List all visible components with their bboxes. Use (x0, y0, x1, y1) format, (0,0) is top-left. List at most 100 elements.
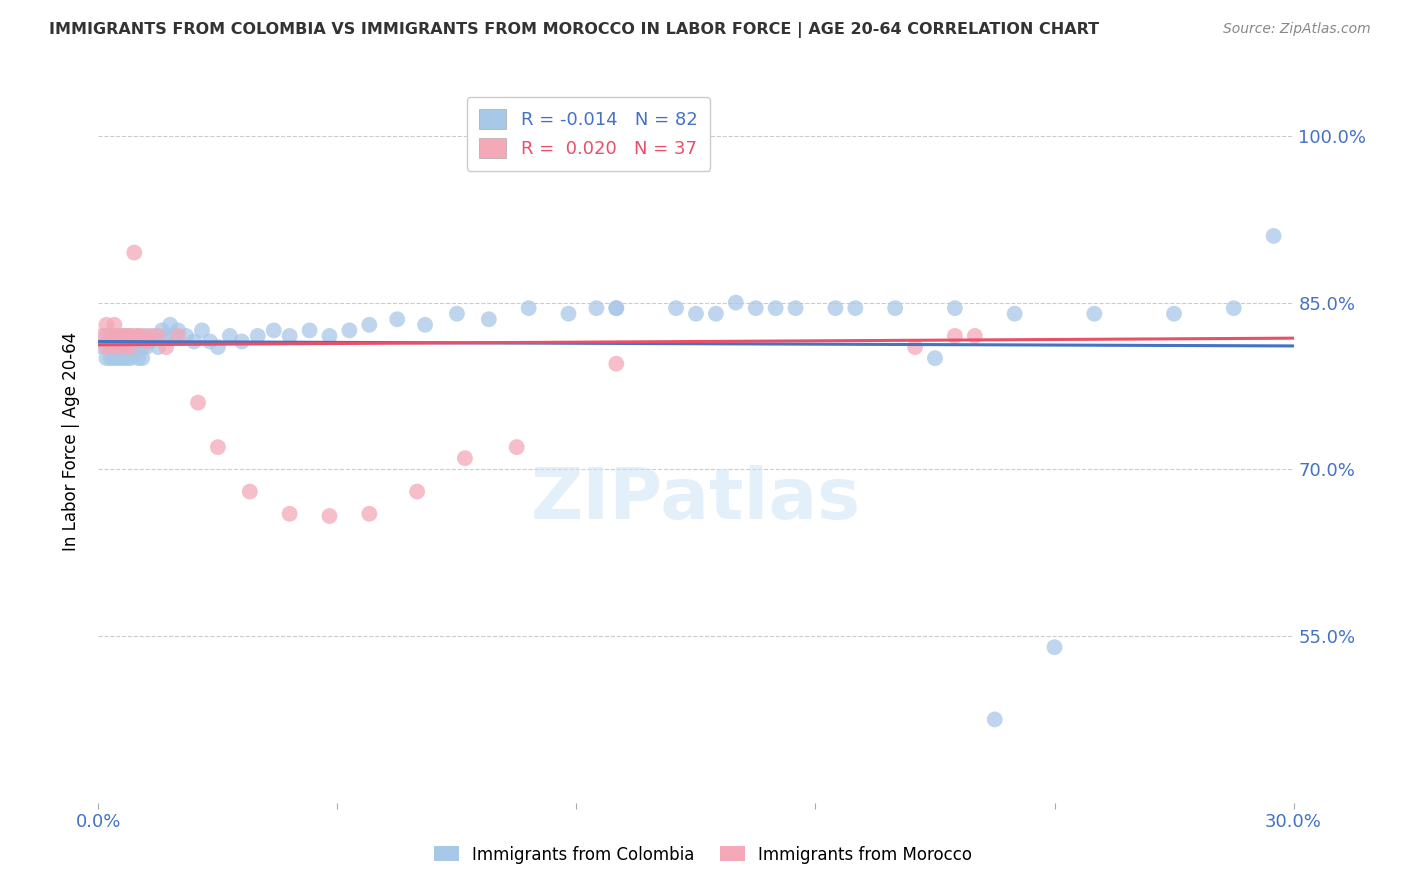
Point (135, 329, 157, 343)
Point (704, 307, 727, 321)
Point (385, 312, 409, 326)
Point (111, 329, 134, 343)
Point (148, 329, 170, 343)
Legend: R = -0.014   N = 82, R =  0.020   N = 37: R = -0.014 N = 82, R = 0.020 N = 37 (467, 96, 710, 170)
Point (191, 323, 214, 337)
Point (115, 340, 138, 354)
Point (98, 340, 122, 354)
Point (163, 329, 186, 343)
Point (359, 507, 381, 521)
Point (246, 329, 269, 343)
Point (98, 329, 122, 343)
Point (963, 329, 986, 343)
Point (943, 301, 966, 315)
Point (231, 334, 253, 349)
Point (124, 340, 146, 354)
Point (115, 334, 138, 349)
Point (124, 329, 146, 343)
Point (98, 334, 122, 349)
Point (127, 329, 149, 343)
Point (91, 329, 114, 343)
Point (120, 340, 142, 354)
Point (155, 340, 177, 354)
Point (665, 301, 688, 315)
Point (183, 334, 205, 349)
Point (626, 128, 648, 143)
Point (96, 318, 118, 332)
Point (139, 334, 162, 349)
Point (96, 329, 118, 343)
Point (91, 340, 114, 354)
Point (605, 357, 627, 371)
Point (131, 340, 153, 354)
Point (413, 318, 436, 332)
Point (127, 351, 149, 366)
Point (115, 329, 138, 343)
Point (148, 340, 170, 354)
Point (1083, 307, 1105, 321)
Point (844, 301, 866, 315)
Point (98, 351, 122, 366)
Point (724, 295, 747, 310)
Point (120, 329, 142, 343)
Point (111, 329, 134, 343)
Point (478, 312, 501, 326)
Point (943, 329, 966, 343)
Point (263, 323, 285, 337)
Point (107, 345, 129, 359)
Point (198, 334, 221, 349)
Point (924, 351, 946, 366)
Point (167, 323, 190, 337)
Point (111, 340, 134, 354)
Point (115, 351, 138, 366)
Point (174, 329, 197, 343)
Point (96, 351, 118, 366)
Point (127, 329, 149, 343)
Point (107, 329, 129, 343)
Point (318, 329, 340, 343)
Point (506, 440, 529, 454)
Point (111, 351, 134, 366)
Point (167, 329, 190, 343)
Point (785, 301, 807, 315)
Point (278, 507, 301, 521)
Point (120, 334, 142, 349)
Point (124, 345, 146, 359)
Y-axis label: In Labor Force | Age 20-64: In Labor Force | Age 20-64 (62, 332, 80, 551)
Point (207, 440, 229, 454)
Point (454, 451, 477, 466)
Point (103, 318, 125, 332)
Point (111, 340, 134, 354)
Point (103, 334, 125, 349)
Point (107, 351, 129, 366)
Point (406, 484, 429, 499)
Point (131, 351, 153, 366)
Point (187, 395, 209, 409)
Point (359, 318, 381, 332)
Point (1263, 228, 1285, 243)
Point (124, 245, 146, 260)
Point (150, 323, 173, 337)
Point (446, 307, 468, 321)
Point (111, 334, 134, 349)
Text: Source: ZipAtlas.com: Source: ZipAtlas.com (1223, 22, 1371, 37)
Point (139, 329, 162, 343)
Point (765, 301, 787, 315)
Point (605, 301, 627, 315)
Point (127, 334, 149, 349)
Point (1163, 307, 1185, 321)
Point (278, 329, 301, 343)
Point (115, 329, 138, 343)
Point (339, 323, 361, 337)
Point (98, 329, 122, 343)
Point (159, 318, 181, 332)
Point (135, 334, 157, 349)
Point (585, 301, 607, 315)
Point (239, 484, 262, 499)
Point (155, 329, 177, 343)
Legend: Immigrants from Colombia, Immigrants from Morocco: Immigrants from Colombia, Immigrants fro… (427, 839, 979, 871)
Point (135, 340, 157, 354)
Point (103, 329, 125, 343)
Point (207, 340, 229, 354)
Point (107, 334, 129, 349)
